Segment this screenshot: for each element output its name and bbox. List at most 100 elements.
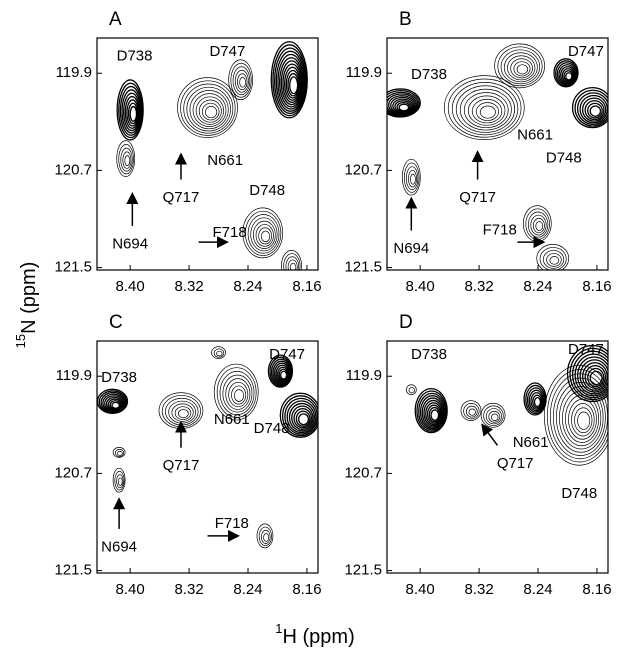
panel-label: C: [109, 312, 123, 333]
contour-line: [297, 413, 310, 426]
contour-line: [279, 392, 318, 438]
peak-label: N694: [112, 235, 148, 252]
contour-line: [205, 106, 218, 119]
contour-line: [525, 384, 546, 415]
contour-line: [122, 151, 132, 169]
contour-line: [526, 387, 545, 413]
contour-line: [460, 400, 482, 421]
contour-line: [416, 390, 447, 432]
contour-line: [237, 73, 248, 91]
contour-line: [465, 405, 478, 418]
contour-line: [278, 57, 304, 108]
peak-label: D738: [411, 346, 447, 363]
contour-line: [571, 350, 608, 399]
peak-label: Q717: [459, 189, 496, 206]
contour-line: [556, 62, 577, 86]
contour-line: [425, 402, 443, 426]
x-tick-label: 8.16: [292, 278, 321, 295]
contour-line: [463, 403, 480, 420]
contour-line: [289, 76, 299, 95]
plot-frame: [386, 37, 609, 271]
contour-line: [234, 389, 245, 402]
contour-line: [565, 394, 600, 443]
contour-line: [539, 247, 567, 270]
contour-line: [124, 95, 140, 129]
contour-line: [490, 413, 499, 421]
contour-line: [396, 101, 411, 113]
contour-line: [280, 370, 288, 380]
contour-line: [563, 70, 574, 82]
contour-line: [258, 227, 272, 245]
contour-line: [273, 47, 307, 115]
contour-line: [494, 43, 545, 89]
contour-line: [116, 474, 124, 489]
contour-line: [587, 102, 603, 119]
x-tick-label: 8.32: [464, 581, 493, 598]
contour-line: [255, 224, 274, 247]
peak-label: F718: [215, 515, 249, 532]
x-tick-label: 8.24: [523, 581, 552, 598]
y-tick-label: 119.9: [346, 64, 382, 81]
contour-line: [267, 354, 294, 388]
contour-line: [278, 368, 288, 381]
x-tick-label: 8.40: [116, 278, 145, 295]
contour-line: [430, 409, 440, 421]
contour-line: [263, 533, 270, 542]
contour-line: [177, 77, 238, 138]
arrow: [481, 423, 499, 446]
y-tick-label: 120.7: [54, 464, 92, 481]
contour-line: [192, 93, 227, 127]
contour-line: [242, 207, 284, 259]
contour-line: [463, 92, 509, 129]
contour-line: [528, 389, 544, 412]
contour-line: [566, 344, 608, 403]
contour-line: [189, 90, 229, 130]
contour-line: [418, 392, 446, 431]
x-tick-label: 8.40: [116, 581, 145, 598]
contour-line: [530, 392, 543, 410]
contour-line: [239, 76, 246, 88]
y-tick-label: 121.5: [344, 259, 382, 276]
contour-line: [283, 253, 301, 270]
contour-line: [201, 102, 220, 121]
contour-line: [443, 75, 525, 140]
contour-line: [228, 381, 249, 408]
contour-line: [584, 364, 607, 389]
contour-line: [114, 449, 125, 457]
y-tick-label: 120.7: [344, 464, 382, 481]
contour-line: [410, 173, 416, 185]
contour-line: [558, 64, 577, 85]
contour-line: [394, 100, 412, 113]
contour-line: [555, 60, 578, 87]
peak-label: D747: [269, 346, 305, 363]
contour-line: [527, 211, 549, 238]
contour-line: [118, 144, 134, 175]
contour-line: [272, 360, 291, 385]
contour-line: [576, 92, 608, 125]
contour-line: [387, 88, 421, 118]
contour-line: [569, 347, 608, 401]
contour-line: [571, 86, 608, 129]
contour-line: [270, 41, 308, 119]
contour-line: [419, 395, 445, 430]
contour-line: [285, 69, 301, 99]
peak-label: D747: [568, 341, 604, 358]
contour-line: [180, 80, 236, 136]
plot-frame: [96, 340, 319, 574]
x-tick-label: 8.16: [292, 581, 321, 598]
contours: [405, 344, 608, 466]
contour-line: [112, 467, 126, 493]
x-tick-label: 8.32: [174, 278, 203, 295]
contours: [116, 41, 308, 270]
contour-line: [116, 140, 136, 177]
contour-line: [387, 93, 418, 116]
contour-line: [426, 404, 442, 424]
contour-line: [111, 401, 120, 409]
contour-line: [121, 89, 142, 134]
contour-line: [408, 387, 415, 394]
contour-line: [471, 98, 503, 124]
contour-line: [288, 402, 316, 432]
contour-line: [497, 46, 543, 87]
plot-frame: [96, 37, 319, 271]
peak-label: F718: [212, 224, 246, 241]
